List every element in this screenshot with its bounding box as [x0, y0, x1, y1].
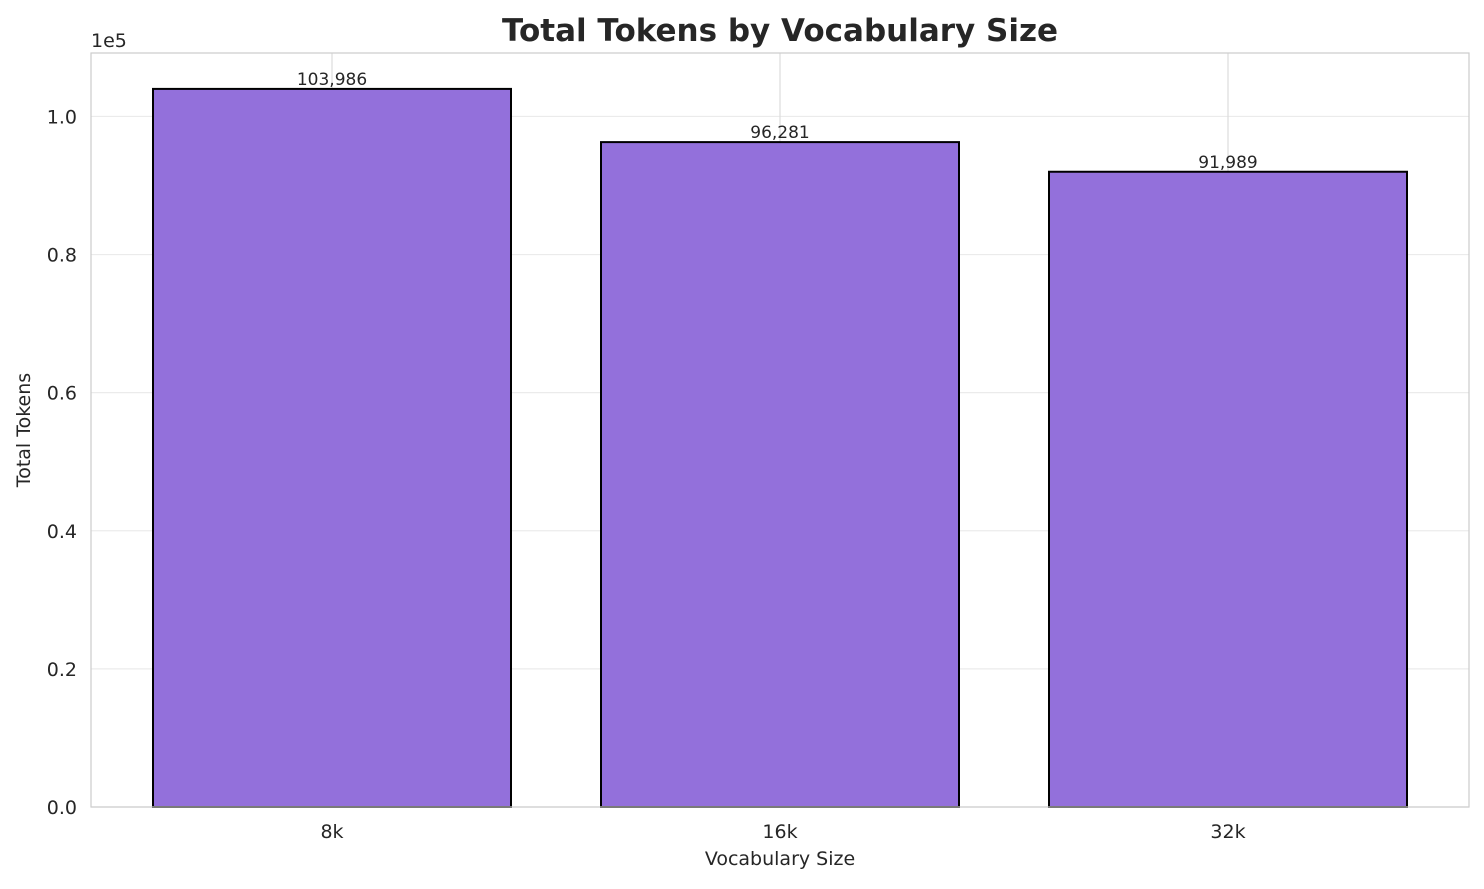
y-axis-label: Total Tokens [13, 373, 35, 488]
x-tick-label: 32k [1210, 821, 1245, 843]
plot-frame [90, 52, 1470, 808]
chart-title: Total Tokens by Vocabulary Size [502, 13, 1058, 49]
bar-8k [152, 87, 512, 809]
bar-16k [600, 141, 960, 809]
x-tick-label: 8k [320, 821, 343, 843]
x-tick-label: 16k [762, 821, 797, 843]
y-tick-label: 0.2 [47, 659, 77, 681]
bar-32k [1048, 170, 1408, 808]
y-tick-label: 0.8 [47, 245, 77, 267]
y-tick-label: 1.0 [47, 106, 77, 128]
y-tick-label: 0.4 [47, 521, 77, 543]
y-tick-label: 0.0 [47, 797, 77, 819]
data-label: 96,281 [750, 123, 809, 143]
y-tick-label: 0.6 [47, 383, 77, 405]
data-label: 103,986 [297, 70, 367, 90]
data-label: 91,989 [1198, 153, 1257, 173]
y-offset-label: 1e5 [91, 30, 127, 52]
x-axis-label: Vocabulary Size [705, 848, 855, 870]
